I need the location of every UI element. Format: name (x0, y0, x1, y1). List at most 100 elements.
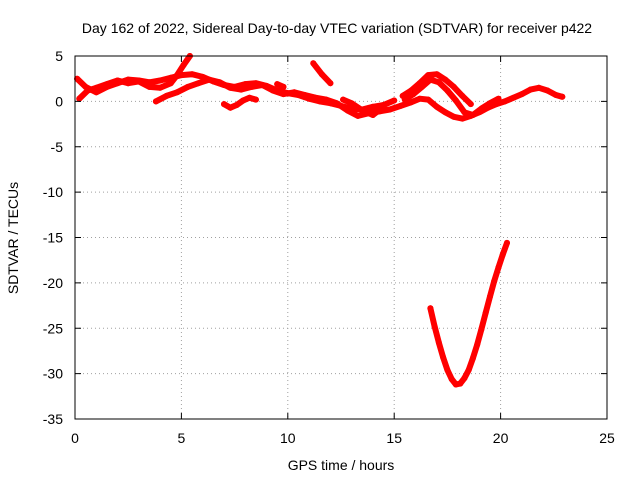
data-point (369, 103, 376, 110)
data-point (440, 354, 447, 361)
data-point (174, 89, 181, 96)
data-point (369, 112, 376, 118)
data-point (397, 102, 404, 109)
data-point (535, 84, 542, 91)
data-point (552, 92, 559, 98)
data-point (114, 77, 121, 84)
axis-ticks: 0 5 10 15 20 25 5 0 -5 -10 -15 -20 -25 -30 -35 (43, 48, 615, 446)
data-point (238, 86, 244, 93)
data-point (452, 97, 459, 104)
data-point (180, 62, 187, 69)
data-point (246, 94, 253, 101)
data-point (125, 80, 132, 87)
y-tick-label: -35 (43, 411, 63, 427)
data-point (312, 94, 319, 101)
data-point (84, 87, 91, 94)
data-point (559, 93, 566, 100)
series-track-9 (399, 71, 474, 108)
data-point (291, 89, 298, 96)
data-point (227, 104, 234, 111)
data-point (233, 102, 240, 108)
data-point (152, 98, 159, 105)
series-track-7 (340, 96, 387, 118)
data-point (340, 96, 347, 103)
series-track-2 (76, 53, 193, 102)
y-tick-label: -5 (51, 139, 64, 155)
data-point (461, 375, 468, 382)
data-point (491, 278, 498, 285)
data-point (459, 92, 466, 99)
data-point (487, 100, 493, 107)
series-line (427, 239, 510, 388)
data-point (461, 109, 468, 116)
y-tick-label: -30 (43, 366, 63, 382)
data-point (504, 239, 510, 246)
data-point (333, 100, 340, 107)
data-point (391, 97, 398, 104)
data-point (444, 367, 451, 373)
data-point (380, 103, 387, 110)
data-point (93, 84, 100, 91)
x-axis-label: GPS time / hours (288, 457, 395, 473)
data-point (280, 91, 287, 98)
data-point (450, 83, 457, 90)
data-point (448, 376, 455, 383)
data-point (416, 95, 423, 102)
data-point (442, 76, 449, 83)
data-point (465, 367, 472, 373)
data-point (474, 341, 481, 348)
x-tick-label: 20 (493, 430, 509, 446)
grid-lines (75, 56, 607, 419)
data-point (167, 80, 174, 87)
x-tick-label: 15 (386, 430, 402, 446)
x-tick-label: 5 (178, 430, 186, 446)
data-point (544, 87, 551, 94)
data-point (174, 72, 181, 79)
series-track-8 (401, 76, 502, 118)
data-point (227, 84, 234, 91)
data-point (355, 112, 361, 119)
data-point (157, 77, 164, 84)
data-point (527, 86, 534, 93)
data-point (416, 80, 423, 87)
series-track-5 (274, 81, 287, 90)
data-point (327, 80, 334, 87)
data-point (76, 95, 83, 102)
data-point (344, 107, 351, 114)
data-series-layer (74, 53, 566, 388)
data-point (431, 323, 438, 330)
data-point (467, 101, 474, 108)
data-point (157, 84, 164, 91)
data-point (510, 94, 517, 101)
data-point (408, 87, 415, 94)
y-axis-label: SDTVAR / TECUs (5, 182, 21, 294)
data-point (433, 103, 440, 110)
data-point (444, 87, 451, 94)
data-point (135, 78, 142, 85)
series-track-4 (221, 94, 259, 111)
series-track-10 (427, 239, 510, 388)
data-point (450, 113, 457, 120)
data-point (206, 76, 213, 83)
data-point (457, 380, 464, 387)
data-point (184, 83, 191, 90)
data-point (348, 100, 355, 107)
data-point (146, 83, 153, 90)
y-tick-label: -15 (43, 230, 63, 246)
series-track-6 (310, 60, 334, 87)
x-tick-label: 0 (71, 430, 79, 446)
data-point (487, 293, 493, 300)
data-point (221, 101, 227, 108)
x-tick-label: 25 (599, 430, 615, 446)
y-tick-label: -25 (43, 320, 63, 336)
data-point (495, 264, 502, 271)
data-point (427, 305, 434, 312)
data-point (425, 96, 432, 103)
data-point (274, 81, 281, 88)
data-point (435, 339, 442, 346)
y-tick-label: 5 (55, 48, 63, 64)
data-point (240, 97, 247, 104)
data-point (195, 80, 202, 87)
data-point (499, 251, 506, 258)
